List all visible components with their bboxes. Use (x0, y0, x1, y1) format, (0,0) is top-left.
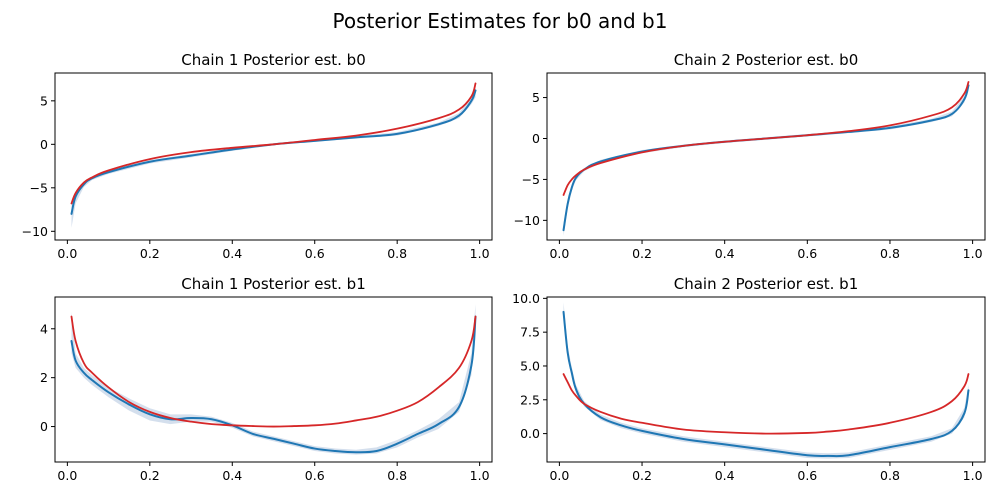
reference-line-chain1-b1 (70, 315, 477, 428)
panel-title-chain1-b1: Chain 1 Posterior est. b1 (181, 275, 366, 293)
x-tick-label-chain1-b1: 0.0 (57, 468, 77, 483)
figure-title: Posterior Estimates for b0 and b1 (333, 9, 668, 33)
y-tick-label-chain1-b1: 0 (40, 419, 48, 434)
x-tick-label-chain2-b1: 0.2 (632, 468, 652, 483)
x-tick-label-chain1-b1: 0.2 (140, 468, 160, 483)
x-tick-label-chain2-b1: 0.4 (715, 468, 735, 483)
x-tick-label-chain2-b0: 0.4 (715, 246, 735, 261)
panel-title-chain2-b1: Chain 2 Posterior est. b1 (674, 275, 859, 293)
y-tick-label-chain2-b0: −5 (522, 172, 540, 187)
y-tick-label-chain2-b1: 7.5 (520, 325, 540, 340)
y-tick-label-chain1-b0: −10 (22, 224, 48, 239)
x-tick-label-chain1-b0: 1.0 (470, 246, 490, 261)
credible-band-chain2-b1 (563, 302, 969, 459)
x-tick-label-chain1-b1: 0.4 (222, 468, 242, 483)
plot-area-chain1-b0 (70, 81, 477, 228)
x-tick-label-chain2-b0: 1.0 (963, 246, 983, 261)
credible-band-chain1-b0 (71, 81, 476, 228)
y-tick-label-chain2-b0: 5 (532, 90, 540, 105)
axes-frame-chain2-b0 (546, 72, 986, 241)
panel-chain2-b0: Chain 2 Posterior est. b0 0.0 0.2 0.4 0.6 0.8… (514, 51, 986, 261)
plot-area-chain2-b0 (562, 81, 970, 236)
x-tick-label-chain1-b1: 0.6 (305, 468, 325, 483)
x-tick-label-chain2-b0: 0.8 (880, 246, 900, 261)
y-tick-label-chain2-b0: −10 (514, 213, 540, 228)
estimate-line-chain1-b1 (70, 315, 477, 454)
y-tick-label-chain2-b1: 2.5 (520, 392, 540, 407)
axes-frame-chain1-b0 (54, 72, 493, 241)
plot-area-chain1-b1 (70, 304, 477, 455)
reference-line-chain2-b1 (562, 373, 970, 435)
x-tick-label-chain1-b0: 0.4 (222, 246, 242, 261)
y-tick-label-chain2-b1: 0.0 (520, 426, 540, 441)
estimate-line-chain1-b0 (70, 89, 477, 215)
y-tick-label-chain1-b1: 2 (40, 370, 48, 385)
axes-frame-chain1-b1 (54, 296, 493, 463)
reference-line-chain1-b0 (70, 82, 477, 205)
axes-frame-chain2-b1 (546, 296, 986, 463)
x-tick-label-chain1-b0: 0.2 (140, 246, 160, 261)
y-tick-label-chain2-b1: 10.0 (512, 291, 540, 306)
credible-band-chain1-b1 (71, 304, 476, 455)
credible-band-chain2-b0 (563, 81, 969, 236)
panel-title-chain2-b0: Chain 2 Posterior est. b0 (674, 51, 859, 69)
x-tick-label-chain1-b0: 0.0 (57, 246, 77, 261)
y-tick-label-chain1-b1: 4 (40, 321, 48, 336)
x-tick-label-chain2-b0: 0.6 (797, 246, 817, 261)
x-tick-label-chain1-b1: 0.8 (387, 468, 407, 483)
x-tick-label-chain1-b1: 1.0 (470, 468, 490, 483)
x-tick-label-chain2-b1: 0.0 (549, 468, 569, 483)
estimate-line-chain2-b0 (562, 84, 970, 232)
y-tick-label-chain1-b0: 5 (40, 93, 48, 108)
y-tick-label-chain2-b0: 0 (532, 131, 540, 146)
x-tick-label-chain2-b0: 0.2 (632, 246, 652, 261)
panel-chain1-b0: Chain 1 Posterior est. b0 0.0 0.2 0.4 0.6 0.8… (22, 51, 493, 261)
x-tick-label-chain2-b1: 0.8 (880, 468, 900, 483)
x-tick-label-chain1-b0: 0.6 (305, 246, 325, 261)
panel-chain2-b1: Chain 2 Posterior est. b1 0.0 0.2 0.4 0.6 0.8… (512, 275, 986, 483)
panel-title-chain1-b0: Chain 1 Posterior est. b0 (181, 51, 366, 69)
y-tick-label-chain2-b1: 5.0 (520, 358, 540, 373)
y-tick-label-chain1-b0: 0 (40, 137, 48, 152)
reference-line-chain2-b0 (562, 81, 970, 196)
x-tick-label-chain2-b0: 0.0 (549, 246, 569, 261)
x-tick-label-chain2-b1: 0.6 (797, 468, 817, 483)
x-tick-label-chain1-b0: 0.8 (387, 246, 407, 261)
plot-area-chain2-b1 (562, 302, 970, 459)
y-tick-label-chain1-b0: −5 (30, 180, 48, 195)
estimate-line-chain2-b1 (562, 310, 970, 458)
panel-chain1-b1: Chain 1 Posterior est. b1 0.0 0.2 0.4 0.6 0.8… (40, 275, 493, 483)
x-tick-label-chain2-b1: 1.0 (963, 468, 983, 483)
